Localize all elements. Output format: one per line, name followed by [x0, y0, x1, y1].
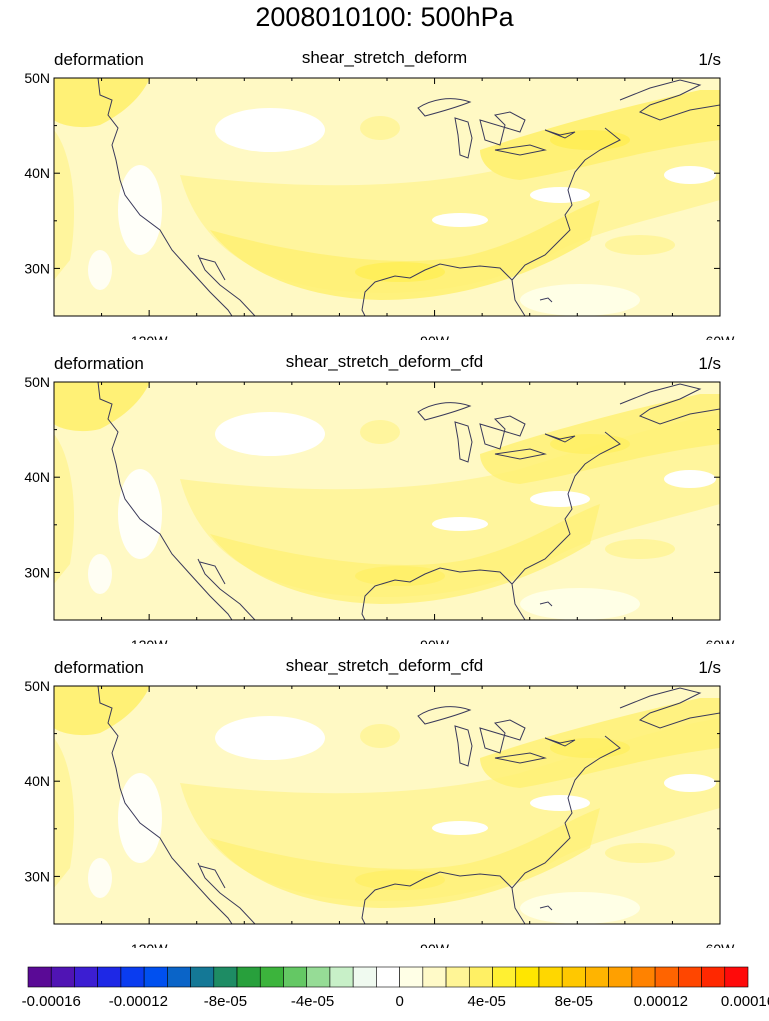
colorbar-swatch	[608, 966, 633, 988]
colorbar-swatch	[422, 966, 447, 988]
colorbar-swatch	[283, 966, 308, 988]
colorbar-label: -0.00016	[22, 993, 81, 1010]
panel-center-label: shear_stretch_deform_cfd	[285, 352, 484, 371]
map-panel-2: 50N 40N 30N 120W 90W 60W deformation shear_st…	[0, 304, 769, 644]
coastline	[97, 78, 720, 316]
lat-tick-label: 40N	[24, 469, 50, 485]
colorbar-swatch	[654, 966, 679, 988]
map-panel-3: 50N 40N 30N 120W 90W 60W deformation shear_st…	[0, 608, 769, 948]
colorbar-label: 0	[395, 993, 403, 1010]
colorbar-swatch	[236, 966, 261, 988]
colorbar-swatch	[50, 966, 75, 988]
colorbar-swatch	[213, 966, 238, 988]
lon-tick-label: 60W	[706, 333, 736, 340]
colorbar-label: -0.00012	[109, 993, 168, 1010]
lat-tick-label: 30N	[24, 564, 50, 580]
panel-right-label: 1/s	[698, 50, 721, 69]
colorbar-swatch	[492, 966, 517, 988]
colorbar-swatch	[678, 966, 702, 988]
colorbar-swatch	[538, 966, 563, 988]
panel-center-label: shear_stretch_deform	[301, 48, 468, 67]
panel-right-label: 1/s	[698, 658, 721, 677]
figure-title: 2008010100: 500hPa	[255, 2, 514, 32]
coastline	[97, 686, 720, 924]
lon-tick-label: 120W	[131, 333, 168, 340]
lon-tick-label: 60W	[706, 941, 736, 948]
colorbar-swatch	[631, 966, 656, 988]
colorbar-swatch	[27, 966, 52, 988]
colorbar-swatch	[468, 966, 493, 988]
colorbar-swatch	[143, 966, 168, 988]
colorbar-label: 0.00012	[634, 993, 688, 1010]
coastline	[97, 382, 720, 620]
lat-tick-label: 30N	[24, 260, 50, 276]
contour-field	[54, 382, 720, 620]
lon-tick-label: 90W	[420, 637, 450, 644]
lon-tick-label: 90W	[420, 333, 450, 340]
lat-tick-label: 40N	[24, 165, 50, 181]
colorbar-swatch	[515, 966, 540, 988]
colorbar-swatch	[399, 966, 424, 988]
colorbar-label: 8e-05	[555, 993, 593, 1010]
colorbar-swatch	[306, 966, 331, 988]
lon-tick-label: 120W	[131, 637, 168, 644]
colorbar-label: 0.00016	[721, 993, 769, 1010]
lon-tick-label: 90W	[420, 941, 450, 948]
lat-tick-label: 50N	[24, 374, 50, 390]
colorbar-swatch	[585, 966, 609, 988]
panel-center-label: shear_stretch_deform_cfd	[285, 656, 484, 675]
lat-tick-label: 50N	[24, 70, 50, 86]
colorbar-swatch	[329, 966, 354, 988]
lon-tick-label: 120W	[131, 941, 168, 948]
panel-left-label: deformation	[54, 658, 144, 677]
colorbar-swatch	[376, 966, 400, 988]
colorbar-swatch	[167, 966, 191, 988]
colorbar-swatch	[259, 966, 284, 988]
contour-field	[54, 686, 720, 924]
colorbar-swatch	[74, 966, 98, 988]
panel-left-label: deformation	[54, 50, 144, 69]
contour-field	[54, 78, 720, 316]
colorbar-swatch	[352, 966, 377, 988]
colorbar-label: -8e-05	[204, 993, 247, 1010]
map-plot: 50N 40N 30N 120W 90W 60W	[24, 678, 736, 948]
map-plot: 50N 40N 30N 120W 90W 60W	[24, 374, 736, 644]
lat-tick-label: 40N	[24, 773, 50, 789]
lon-tick-label: 60W	[706, 637, 736, 644]
colorbar-swatch	[561, 966, 586, 988]
colorbar-label: -4e-05	[291, 993, 334, 1010]
colorbar-swatch	[120, 966, 145, 988]
lat-tick-label: 50N	[24, 678, 50, 694]
panel-right-label: 1/s	[698, 354, 721, 373]
colorbar-swatch	[190, 966, 215, 988]
colorbar-label: 4e-05	[468, 993, 506, 1010]
colorbar-svg: -0.00016 -0.00012 -8e-05 -4e-05 0 4e-05 8e-05 0…	[22, 966, 769, 1010]
colorbar-swatch	[97, 966, 122, 988]
colorbar-swatch	[701, 966, 726, 988]
colorbar-swatch	[445, 966, 470, 988]
colorbar-swatch	[724, 966, 749, 988]
panel-left-label: deformation	[54, 354, 144, 373]
map-panel-1: 50N 40N 30N 120W 90W 60W deformation shear_st…	[0, 0, 769, 340]
colorbar: -0.00016 -0.00012 -8e-05 -4e-05 0 4e-05 8e-05 0…	[0, 960, 769, 1016]
lat-tick-label: 30N	[24, 868, 50, 884]
map-plot: 50N 40N 30N 120W 90W 60W	[24, 70, 736, 340]
